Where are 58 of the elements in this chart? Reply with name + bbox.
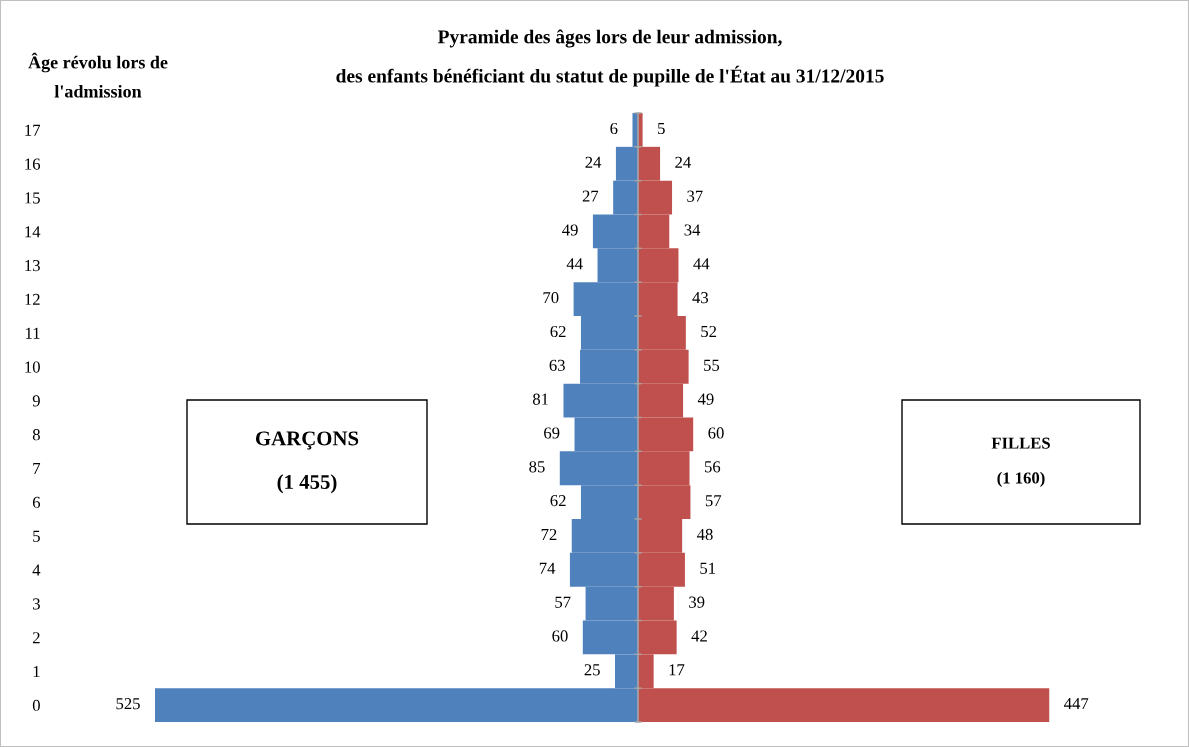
y-tick-label: 8 — [32, 429, 40, 441]
data-label: 37 — [687, 190, 703, 202]
data-label: 24 — [675, 156, 691, 168]
data-label: 48 — [696, 528, 713, 541]
data-label: 60 — [552, 630, 568, 642]
data-label: 51 — [700, 562, 716, 574]
data-label: 44 — [566, 258, 583, 270]
data-label: 39 — [689, 596, 705, 608]
y-tick-label: 6 — [32, 496, 41, 509]
y-tick-label: 17 — [25, 124, 41, 136]
data-label: 6 — [610, 122, 618, 135]
data-label: 42 — [691, 630, 707, 642]
y-tick-label: 10 — [25, 361, 40, 373]
data-label: 5 — [658, 123, 665, 135]
y-axis-title: Âge révolu lors de l'admission — [28, 52, 168, 98]
data-label: 72 — [541, 528, 557, 540]
data-label: 70 — [543, 292, 559, 304]
data-label: 81 — [532, 393, 548, 405]
data-label: 17 — [669, 664, 685, 676]
y-tick-label: 4 — [32, 564, 41, 576]
data-label: 24 — [585, 156, 602, 168]
data-label: 27 — [582, 190, 599, 202]
data-label: 52 — [701, 325, 717, 338]
y-tick-label: 1 — [33, 666, 40, 678]
y-tick-label: 0 — [32, 699, 40, 712]
data-label: 49 — [562, 224, 578, 236]
y-tick-label: 16 — [25, 158, 41, 170]
data-label: 74 — [539, 562, 556, 574]
data-label: 44 — [693, 258, 710, 270]
y-tick-label: 14 — [25, 226, 41, 238]
data-label: 60 — [708, 427, 724, 439]
data-label: 25 — [584, 664, 600, 676]
y-tick-label: 15 — [25, 192, 40, 204]
annotation: GARÇONS (1 455) — [255, 431, 359, 494]
data-label: 34 — [684, 224, 701, 236]
y-tick-label: 5 — [33, 530, 40, 542]
y-tick-label: 2 — [32, 632, 40, 644]
data-label: 69 — [544, 427, 560, 439]
data-label: 55 — [704, 359, 720, 371]
text: FILLES (1 160) — [991, 437, 1050, 487]
data-label: 85 — [529, 461, 545, 473]
y-tick-label: 12 — [25, 293, 40, 305]
y-tick-label: 7 — [33, 463, 41, 475]
y-tick-label: 9 — [32, 395, 40, 407]
data-label: 525 — [116, 698, 140, 710]
data-label: 49 — [697, 393, 714, 405]
data-label: 62 — [550, 495, 566, 507]
data-label: 63 — [549, 359, 565, 371]
y-tick-label: 11 — [25, 327, 40, 339]
chart-title: Pyramide des âges lors de leur admission, des enfants bénéficiant du statut de pupille de l'État au 31/12/2015 — [336, 29, 884, 87]
data-label: 43 — [692, 292, 709, 304]
data-label: 57 — [705, 495, 722, 507]
data-label: 57 — [555, 596, 571, 608]
y-tick-label: 3 — [33, 598, 40, 610]
data-label: 56 — [704, 461, 721, 473]
data-label: 447 — [1064, 698, 1089, 710]
y-tick-label: 13 — [25, 260, 40, 272]
data-label: 62 — [550, 325, 566, 338]
